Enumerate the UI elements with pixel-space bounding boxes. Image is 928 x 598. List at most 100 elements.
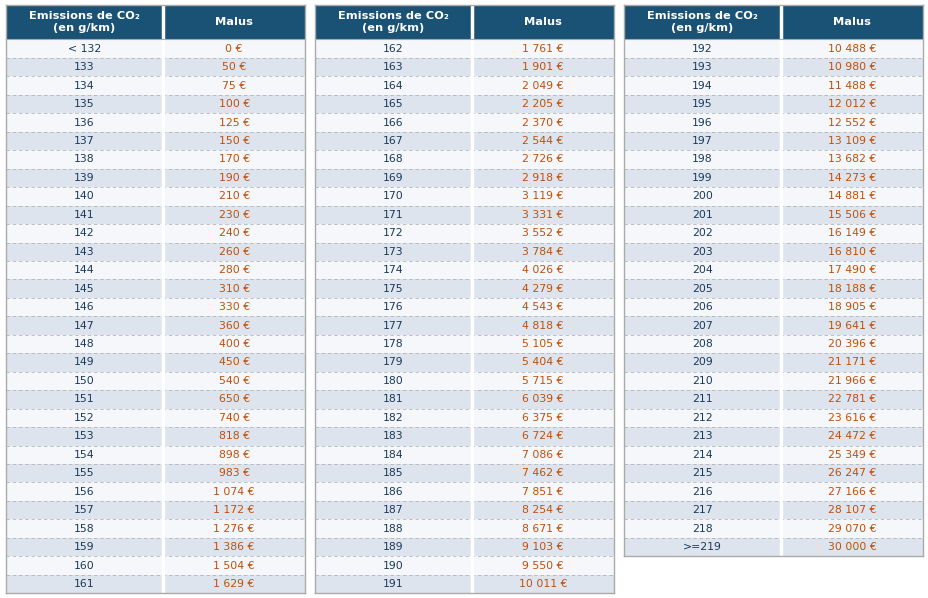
Text: 218: 218 <box>691 524 712 533</box>
Bar <box>623 408 780 427</box>
Bar <box>471 187 613 206</box>
Bar <box>471 464 613 483</box>
Text: 6 375 €: 6 375 € <box>522 413 563 423</box>
Bar <box>315 206 471 224</box>
Bar <box>162 5 305 39</box>
Text: Emissions de CO₂
(en g/km): Emissions de CO₂ (en g/km) <box>646 11 757 33</box>
Bar <box>162 408 305 427</box>
Text: 183: 183 <box>382 431 403 441</box>
Text: 26 247 €: 26 247 € <box>827 468 875 478</box>
Text: 330 €: 330 € <box>218 302 250 312</box>
Bar <box>623 206 780 224</box>
Bar <box>6 77 162 95</box>
Bar <box>161 5 163 39</box>
Text: 18 905 €: 18 905 € <box>827 302 875 312</box>
Text: 818 €: 818 € <box>218 431 250 441</box>
Text: 1 761 €: 1 761 € <box>522 44 563 54</box>
Text: 133: 133 <box>74 62 95 72</box>
Bar <box>623 372 780 390</box>
Bar <box>315 464 471 483</box>
Bar <box>780 39 922 58</box>
Text: 208: 208 <box>691 339 712 349</box>
Text: 197: 197 <box>691 136 712 146</box>
Text: 125 €: 125 € <box>218 118 250 127</box>
Text: 179: 179 <box>382 358 403 368</box>
Text: 166: 166 <box>382 118 403 127</box>
Bar <box>315 390 471 408</box>
Bar <box>780 408 922 427</box>
Bar <box>315 353 471 372</box>
Bar <box>471 243 613 261</box>
Text: 13 682 €: 13 682 € <box>827 154 875 164</box>
Bar <box>162 261 305 279</box>
Text: 25 349 €: 25 349 € <box>827 450 875 460</box>
Bar <box>623 538 780 556</box>
Text: 27 166 €: 27 166 € <box>827 487 875 497</box>
Bar <box>315 372 471 390</box>
Text: 165: 165 <box>382 99 403 109</box>
Text: 3 552 €: 3 552 € <box>522 228 563 238</box>
Bar <box>6 501 162 520</box>
Bar <box>6 538 162 556</box>
Bar <box>471 206 613 224</box>
Bar <box>6 446 162 464</box>
Text: 7 462 €: 7 462 € <box>522 468 563 478</box>
Bar <box>315 224 471 243</box>
Bar <box>623 243 780 261</box>
Bar <box>780 483 922 501</box>
Bar <box>780 169 922 187</box>
Text: 182: 182 <box>382 413 403 423</box>
Text: 310 €: 310 € <box>218 283 250 294</box>
Bar <box>623 316 780 335</box>
Text: 202: 202 <box>691 228 712 238</box>
Text: 5 715 €: 5 715 € <box>522 376 563 386</box>
Bar <box>162 77 305 95</box>
Bar <box>471 316 613 335</box>
Bar <box>780 298 922 316</box>
Bar <box>6 483 162 501</box>
Text: 180: 180 <box>382 376 404 386</box>
Text: Malus: Malus <box>832 17 870 27</box>
Bar <box>162 224 305 243</box>
Bar <box>6 5 162 39</box>
Bar <box>315 150 471 169</box>
Bar <box>623 261 780 279</box>
Bar <box>780 446 922 464</box>
Text: 151: 151 <box>74 395 95 404</box>
Text: 155: 155 <box>74 468 95 478</box>
Bar <box>780 58 922 77</box>
Bar <box>623 169 780 187</box>
Text: 200: 200 <box>691 191 712 202</box>
Bar <box>623 464 780 483</box>
Text: 450 €: 450 € <box>218 358 250 368</box>
Text: 19 641 €: 19 641 € <box>827 321 875 331</box>
Text: 201: 201 <box>691 210 712 220</box>
Bar <box>471 150 613 169</box>
Bar <box>6 187 162 206</box>
Bar <box>162 538 305 556</box>
Bar <box>623 58 780 77</box>
Text: 4 026 €: 4 026 € <box>522 265 563 275</box>
Bar <box>623 95 780 113</box>
Text: 2 544 €: 2 544 € <box>522 136 563 146</box>
Text: 15 506 €: 15 506 € <box>827 210 875 220</box>
Bar <box>471 132 613 150</box>
Text: 1 629 €: 1 629 € <box>213 579 254 589</box>
Bar <box>471 446 613 464</box>
Text: 190: 190 <box>382 560 404 570</box>
Text: 5 404 €: 5 404 € <box>522 358 563 368</box>
Bar <box>315 169 471 187</box>
Text: 16 149 €: 16 149 € <box>827 228 875 238</box>
Bar <box>162 575 305 593</box>
Bar <box>315 5 471 39</box>
Bar <box>471 113 613 132</box>
Text: 144: 144 <box>74 265 95 275</box>
Text: 230 €: 230 € <box>218 210 250 220</box>
Text: 158: 158 <box>74 524 95 533</box>
Text: 23 616 €: 23 616 € <box>827 413 875 423</box>
Text: 150 €: 150 € <box>218 136 250 146</box>
Bar <box>471 279 613 298</box>
Text: 24 472 €: 24 472 € <box>827 431 875 441</box>
Bar <box>315 483 471 501</box>
Bar <box>6 427 162 446</box>
